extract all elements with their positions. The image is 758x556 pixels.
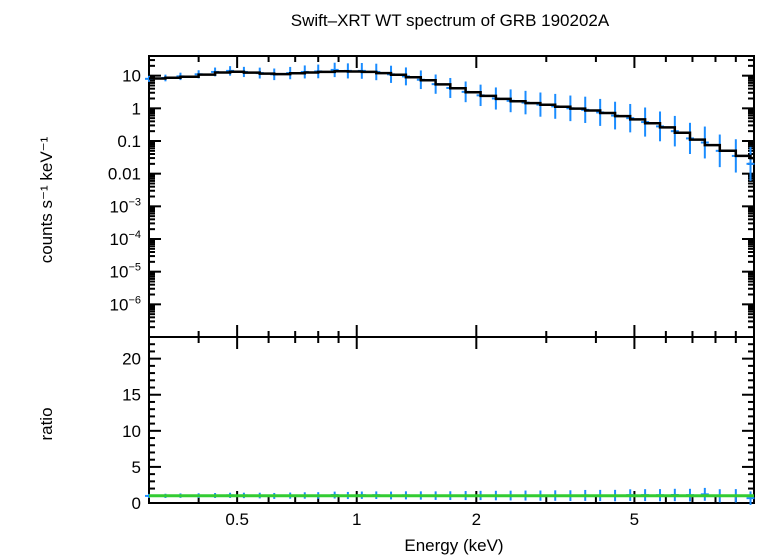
y-tick-label: 10−4 [110,229,141,249]
y-tick-label: 10−5 [110,262,141,282]
x-tick-label: 5 [630,510,639,529]
y-tick-label: 20 [122,350,141,369]
x-tick-label: 1 [352,510,361,529]
spectrum-panel: 10 1 0.1 0.01 10−3 10−4 10−5 10−6 [108,55,755,503]
ratio-panel: 0.5 1 2 5 0 5 10 15 20 [122,336,755,529]
top-y-axis-label: counts s⁻¹ keV⁻¹ [37,136,56,263]
y-tick-label: 10 [122,422,141,441]
y-tick-label: 10−6 [110,294,141,314]
bottom-y-axis-label: ratio [37,407,56,440]
model-line [149,70,754,160]
y-tick-label: 0 [132,494,141,513]
y-tick-label: 0.1 [117,132,141,151]
x-axis-label: Energy (keV) [404,536,503,555]
y-tick-label: 5 [132,458,141,477]
y-tick-label: 10 [122,67,141,86]
y-tick-label: 15 [122,386,141,405]
spectrum-data-point [330,62,339,78]
ratio-data-point [746,491,755,505]
x-tick-label: 0.5 [225,510,249,529]
y-tick-label: 1 [132,99,141,118]
top-panel-frame [148,55,755,338]
x-tick-label: 2 [472,510,481,529]
y-tick-label: 0.01 [108,165,141,184]
y-tick-label: 10−3 [110,196,141,216]
spectrum-data-point [746,146,755,181]
bottom-panel-frame [148,336,755,504]
chart-title: Swift–XRT WT spectrum of GRB 190202A [291,11,610,30]
